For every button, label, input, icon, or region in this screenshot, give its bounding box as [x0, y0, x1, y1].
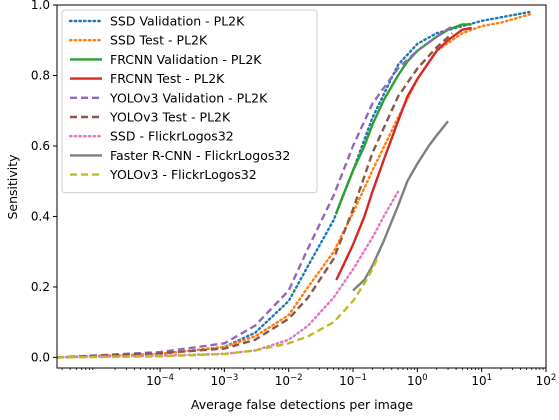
legend: SSD Validation - PL2K SSD Test - PL2K FRCN… — [61, 9, 318, 194]
x-tick-base: 10 — [471, 374, 486, 388]
x-axis-label: Average false detections per image — [191, 397, 414, 412]
y-tick-label: 1.0 — [31, 0, 50, 12]
x-tick-label: 10−2 — [275, 373, 303, 388]
y-tick-label: 0.0 — [31, 350, 50, 364]
series-line-frcnn-test-pl2k — [335, 26, 472, 281]
x-tick-exponent: 2 — [551, 373, 556, 383]
legend-label-ssd-test-pl2k: SSD Test - PL2K — [110, 33, 208, 48]
legend-box — [61, 9, 318, 194]
y-tick-label: 0.8 — [31, 68, 50, 82]
legend-label-frcnn-test-pl2k: FRCNN Test - PL2K — [110, 71, 225, 86]
legend-label-ssd-validation-pl2k: SSD Validation - PL2K — [110, 14, 245, 29]
legend-label-ssd-flickrlogos32: SSD - FlickrLogos32 — [110, 129, 234, 144]
series-line-frcnn-validation-pl2k — [335, 23, 472, 214]
series-line-yolov3-validation-pl2k — [57, 25, 453, 359]
x-tick-label: 101 — [471, 373, 492, 388]
series-line-ssd-validation-pl2k — [57, 10, 531, 359]
x-tick-exponent: −1 — [354, 373, 367, 383]
x-tick-base: 10 — [146, 374, 161, 388]
series-layer — [57, 10, 533, 359]
x-tick-label: 100 — [407, 373, 428, 388]
series-line-yolov3-flickrlogos32 — [57, 254, 380, 359]
x-tick-exponent: 1 — [487, 373, 492, 383]
y-axis-label: Sensitivity — [5, 154, 20, 220]
x-tick-exponent: −3 — [226, 373, 239, 383]
plot-frame — [56, 4, 547, 369]
x-tick-base: 10 — [339, 374, 354, 388]
y-axis-ticks: 0.0 0.2 0.4 0.6 0.8 1.0 — [31, 0, 57, 364]
x-tick-exponent: −4 — [161, 373, 174, 383]
legend-label-yolov3-validation-pl2k: YOLOv3 Validation - PL2K — [109, 90, 268, 105]
legend-label-frcnn-validation-pl2k: FRCNN Validation - PL2K — [110, 52, 262, 67]
series-line-faster-r-cnn-flickrlogos32 — [352, 120, 449, 292]
x-tick-label: 10−4 — [146, 373, 174, 388]
x-tick-exponent: −2 — [290, 373, 303, 383]
y-tick-label: 0.4 — [31, 209, 50, 223]
legend-label-faster-r-cnn-flickrlogos32: Faster R-CNN - FlickrLogos32 — [110, 148, 290, 163]
x-tick-base: 10 — [407, 374, 422, 388]
x-tick-base: 10 — [210, 374, 225, 388]
y-tick-label: 0.2 — [31, 280, 50, 294]
x-tick-exponent: 0 — [422, 373, 427, 383]
x-tick-label: 10−1 — [339, 373, 367, 388]
y-tick-label: 0.6 — [31, 139, 50, 153]
legend-label-yolov3-test-pl2k: YOLOv3 Test - PL2K — [109, 110, 231, 125]
x-axis-ticks: 10−4 10−3 10−2 10−1 100 101 102 — [61, 368, 557, 388]
series-line-ssd-test-pl2k — [57, 12, 533, 359]
x-tick-base: 10 — [275, 374, 290, 388]
series-line-ssd-flickrlogos32 — [57, 190, 400, 359]
series-line-yolov3-test-pl2k — [57, 32, 454, 359]
x-tick-base: 10 — [536, 374, 551, 388]
x-tick-label: 102 — [536, 373, 557, 388]
x-tick-label: 10−3 — [210, 373, 238, 388]
legend-label-yolov3-flickrlogos32: YOLOv3 - FlickrLogos32 — [109, 167, 257, 182]
